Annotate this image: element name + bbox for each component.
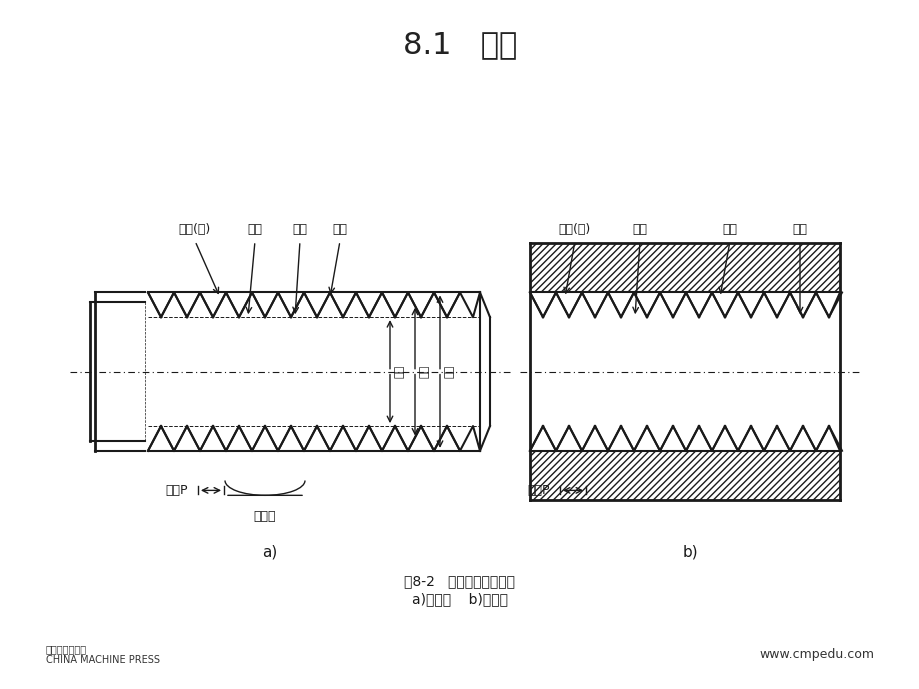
Text: 小径: 小径 [394,365,404,378]
Bar [529,243,839,292]
Text: a)外螺纹    b)内螺纹: a)外螺纹 b)内螺纹 [412,593,507,606]
Text: 螺距P: 螺距P [165,484,187,497]
Text: 图8-2   螺纹的各部分名称: 图8-2 螺纹的各部分名称 [404,575,515,588]
Text: 牙顶: 牙顶 [721,223,737,236]
Text: 牙顶: 牙顶 [332,223,347,236]
Text: a): a) [262,545,278,559]
Text: www.cmpedu.com: www.cmpedu.com [758,648,873,661]
Text: 螺距P: 螺距P [527,484,550,497]
Text: 牙底: 牙底 [292,223,307,236]
Text: b): b) [682,545,697,559]
Text: 沟槽: 沟槽 [632,223,647,236]
Text: 牙底: 牙底 [791,223,807,236]
Text: 沟槽: 沟槽 [247,223,262,236]
Text: 8.1   螺纹: 8.1 螺纹 [403,30,516,59]
Text: 凸起(牙): 凸起(牙) [558,223,591,236]
Text: 机械工业出版社
CHINA MACHINE PRESS: 机械工业出版社 CHINA MACHINE PRESS [46,644,160,666]
Text: 牙型角: 牙型角 [254,510,276,523]
Text: 凸起(牙): 凸起(牙) [178,223,210,236]
Bar [529,451,839,500]
Text: 大径: 大径 [445,365,455,378]
Text: 中径: 中径 [420,365,429,378]
